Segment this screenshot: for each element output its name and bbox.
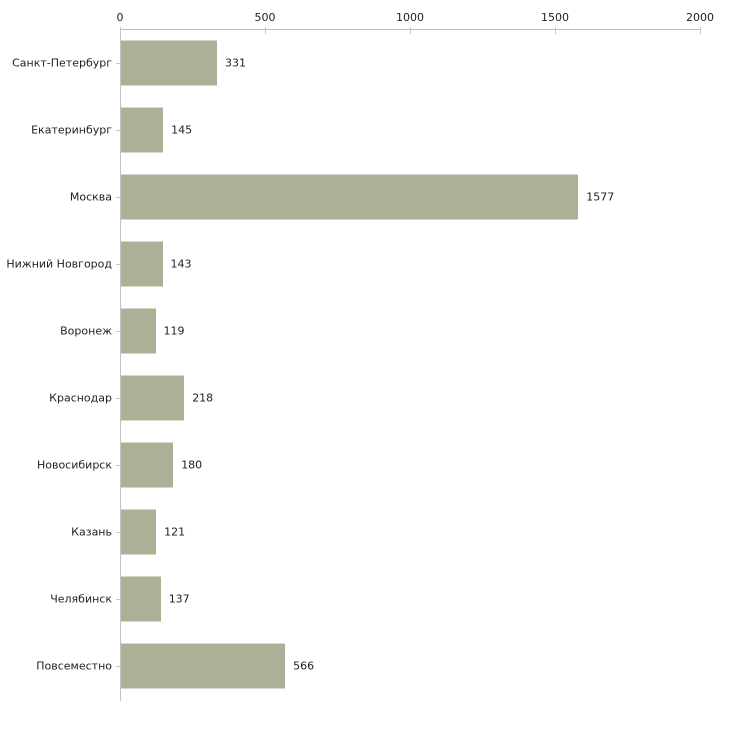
category-label: Повсеместно: [36, 659, 112, 673]
x-tick-label: 0: [116, 11, 124, 24]
value-label: 1577: [586, 190, 615, 204]
bar-row: Москва 1577: [0, 163, 730, 230]
value-label: 331: [225, 56, 246, 70]
bar: [121, 375, 185, 421]
bar-row: Новосибирск 180: [0, 432, 730, 499]
category-tick-mark: [116, 196, 120, 198]
value-label: 218: [192, 391, 214, 405]
bar-row: Нижний Новгород 143: [0, 230, 730, 297]
category-tick-mark: [116, 330, 120, 332]
bar-row: Санкт-Петербург 331: [0, 29, 730, 96]
value-label: 566: [293, 659, 315, 673]
bar-row: Краснодар 218: [0, 364, 730, 431]
category-tick-mark: [116, 599, 120, 601]
category-tick-mark: [116, 398, 120, 400]
x-tick-label: 1000: [396, 11, 424, 24]
y-axis-line: [120, 29, 121, 701]
bar: [121, 241, 163, 287]
value-label: 121: [164, 525, 186, 539]
category-tick-mark: [116, 465, 120, 467]
value-label: 143: [170, 257, 192, 271]
bar: [121, 107, 163, 153]
bar-row: Повсеместно 566: [0, 633, 730, 700]
x-tick-mark: [555, 27, 556, 34]
value-label: 137: [168, 592, 190, 606]
bar: [121, 308, 156, 354]
bar-row: Екатеринбург 145: [0, 96, 730, 163]
category-tick-mark: [116, 62, 120, 64]
category-label: Санкт-Петербург: [12, 56, 112, 70]
bar-row: Воронеж 119: [0, 297, 730, 364]
category-label: Нижний Новгород: [6, 257, 112, 271]
category-tick-mark: [116, 129, 120, 131]
value-label: 119: [163, 324, 185, 338]
x-tick-mark: [265, 27, 266, 34]
category-label: Екатеринбург: [31, 123, 112, 137]
value-label: 145: [171, 123, 193, 137]
category-tick-mark: [116, 532, 120, 534]
category-label: Москва: [69, 190, 112, 204]
bar-row: Казань 121: [0, 499, 730, 566]
x-tick-label: 2000: [686, 11, 714, 24]
x-tick-label: 500: [254, 11, 276, 24]
bar: [121, 40, 217, 86]
bar: [121, 576, 161, 622]
bar-row: Челябинск 137: [0, 566, 730, 633]
category-label: Краснодар: [49, 391, 112, 405]
bar: [121, 174, 579, 220]
bar: [121, 442, 174, 488]
x-tick-mark: [700, 27, 701, 34]
x-tick-mark: [410, 27, 411, 34]
bar-rows: Санкт-Петербург 331 Екатеринбург 145 Москва 1…: [0, 29, 730, 700]
category-label: Воронеж: [60, 324, 112, 338]
bar: [121, 509, 157, 555]
category-tick-mark: [116, 666, 120, 668]
category-label: Казань: [71, 525, 112, 539]
value-label: 180: [181, 458, 203, 472]
category-tick-mark: [116, 263, 120, 265]
x-tick-label: 1500: [541, 11, 569, 24]
bar: [121, 643, 286, 689]
category-label: Новосибирск: [36, 458, 112, 472]
category-label: Челябинск: [50, 592, 112, 606]
x-tick-mark: [120, 27, 121, 34]
